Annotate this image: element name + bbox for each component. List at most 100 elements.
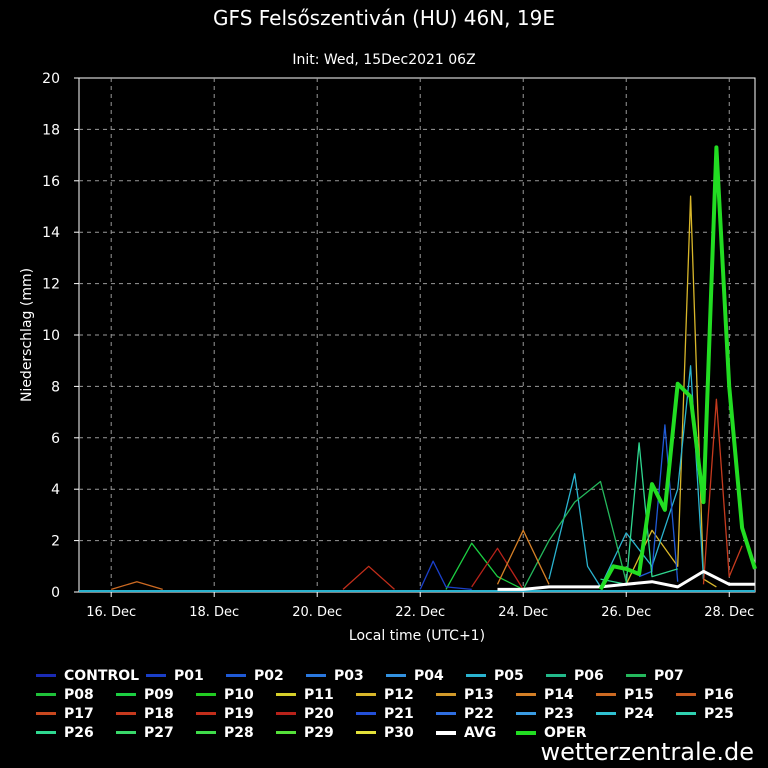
- legend-label: P27: [144, 724, 174, 741]
- legend-label: P06: [574, 667, 604, 684]
- legend-label: P02: [254, 667, 284, 684]
- legend-item: P16: [676, 685, 756, 704]
- y-tick-label: 2: [51, 534, 60, 550]
- legend-swatch: [116, 731, 136, 734]
- legend-item: P02: [226, 666, 306, 685]
- legend-item: OPER: [516, 723, 596, 742]
- legend-label: P24: [624, 705, 654, 722]
- legend-swatch: [676, 712, 696, 715]
- legend-item: P27: [116, 723, 196, 742]
- legend-swatch: [516, 712, 536, 715]
- legend-swatch: [276, 712, 296, 715]
- y-tick-label: 18: [42, 122, 60, 138]
- legend-label: P07: [654, 667, 684, 684]
- legend-swatch: [116, 693, 136, 696]
- series-line-p12: [625, 195, 717, 588]
- legend-item: P20: [276, 704, 356, 723]
- x-tick-label: 26. Dec: [601, 605, 651, 620]
- legend-swatch: [146, 674, 166, 677]
- x-tick-label: 22. Dec: [395, 605, 445, 620]
- legend-label: P08: [64, 686, 94, 703]
- legend-swatch: [676, 693, 696, 696]
- x-tick-label: 16. Dec: [86, 605, 136, 620]
- legend-swatch: [276, 693, 296, 696]
- legend-label: P01: [174, 667, 204, 684]
- y-axis-label: Niederschlag (mm): [19, 268, 35, 402]
- legend-item: P14: [516, 685, 596, 704]
- legend-item: P15: [596, 685, 676, 704]
- legend-swatch: [626, 674, 646, 677]
- legend-swatch: [196, 693, 216, 696]
- legend-label: AVG: [464, 724, 497, 741]
- chart-title: GFS Felsőszentiván (HU) 46N, 19E: [213, 6, 555, 30]
- legend-item: P04: [386, 666, 466, 685]
- legend-item: P26: [36, 723, 116, 742]
- series-line-p09: [445, 542, 524, 590]
- series-line-oper: [598, 145, 757, 591]
- legend-label: P10: [224, 686, 254, 703]
- legend-swatch: [436, 693, 456, 696]
- legend-item: P18: [116, 704, 196, 723]
- legend-label: P25: [704, 705, 734, 722]
- y-tick-label: 12: [42, 277, 60, 293]
- legend-swatch: [596, 693, 616, 696]
- legend-swatch: [516, 693, 536, 696]
- legend-label: P26: [64, 724, 94, 741]
- legend-item: P11: [276, 685, 356, 704]
- y-tick-label: 16: [42, 174, 60, 190]
- series-line-p01: [419, 560, 472, 591]
- legend-label: P14: [544, 686, 574, 703]
- legend-label: P22: [464, 705, 494, 722]
- series-line-p20: [471, 547, 524, 590]
- legend-item: P13: [436, 685, 516, 704]
- legend-swatch: [306, 674, 326, 677]
- series-line-p26: [600, 442, 678, 585]
- legend-item: P30: [356, 723, 436, 742]
- legend-item: P29: [276, 723, 356, 742]
- legend-swatch: [116, 712, 136, 715]
- legend-item: P05: [466, 666, 546, 685]
- legend-item: P08: [36, 685, 116, 704]
- y-axis: 0 2 4 6 8 10 12 14 16 18 20: [42, 71, 79, 601]
- y-tick-label: 4: [51, 482, 60, 498]
- legend-row: CONTROL P01 P02 P03 P04 P05 P06 P07: [36, 666, 756, 685]
- legend-item: CONTROL: [36, 666, 146, 685]
- legend-row: P26 P27 P28 P29 P30 AVG OPER: [36, 723, 756, 742]
- legend-item: P25: [676, 704, 756, 723]
- legend-item: AVG: [436, 723, 516, 742]
- legend-row: P08 P09 P10 P11 P12 P13 P14 P15 P16: [36, 685, 756, 704]
- legend-swatch: [546, 674, 566, 677]
- legend-label: P11: [304, 686, 334, 703]
- legend-row: P17 P18 P19 P20 P21 P22 P23 P24 P25: [36, 704, 756, 723]
- legend-item: P03: [306, 666, 386, 685]
- legend-swatch: [36, 712, 56, 715]
- x-axis: 16. Dec 18. Dec 20. Dec 22. Dec 24. Dec 26. D…: [86, 592, 754, 620]
- legend-swatch: [596, 712, 616, 715]
- legend-swatch: [386, 674, 406, 677]
- x-axis-label: Local time (UTC+1): [349, 628, 485, 644]
- chart-subtitle: Init: Wed, 15Dec2021 06Z: [292, 52, 475, 68]
- y-tick-label: 20: [42, 71, 60, 87]
- legend-item: P09: [116, 685, 196, 704]
- legend-label: P19: [224, 705, 254, 722]
- legend-swatch: [466, 674, 486, 677]
- legend-swatch: [436, 712, 456, 715]
- legend-label: P12: [384, 686, 414, 703]
- y-tick-label: 8: [51, 379, 60, 395]
- y-tick-label: 6: [51, 431, 60, 447]
- legend-swatch: [196, 712, 216, 715]
- legend-item: P12: [356, 685, 436, 704]
- legend-swatch: [226, 674, 246, 677]
- legend-swatch: [276, 731, 296, 734]
- legend-swatch: [36, 731, 56, 734]
- legend-label: P28: [224, 724, 254, 741]
- legend-item: P17: [36, 704, 116, 723]
- legend-item: P21: [356, 704, 436, 723]
- legend-label: P13: [464, 686, 494, 703]
- series-line-p07: [522, 480, 627, 590]
- legend-item: P24: [596, 704, 676, 723]
- x-tick-label: 18. Dec: [189, 605, 239, 620]
- series-line-p14: [496, 529, 550, 585]
- legend-label: P04: [414, 667, 444, 684]
